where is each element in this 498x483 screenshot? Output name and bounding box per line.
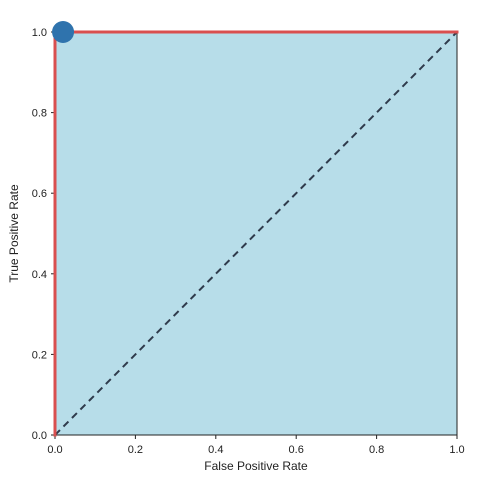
x-axis-label: False Positive Rate xyxy=(204,459,308,473)
y-tick-label: 0.2 xyxy=(32,349,47,361)
chance-diagonal-line xyxy=(54,31,458,436)
x-tick-label: 0.0 xyxy=(47,444,62,456)
threshold-marker xyxy=(52,21,75,43)
x-tick-group: 0.0 0.2 0.4 0.6 0.8 1.0 xyxy=(47,435,465,456)
x-tick-label: 0.4 xyxy=(208,444,223,456)
y-tick-label: 0.8 xyxy=(32,108,47,120)
y-tick-label: 0.4 xyxy=(32,269,47,281)
x-tick-label: 1.0 xyxy=(449,444,464,456)
x-tick-label: 0.6 xyxy=(289,444,304,456)
y-tick-group: 0.0 0.2 0.4 0.6 0.8 1.0 xyxy=(32,27,55,442)
x-tick-label: 0.2 xyxy=(128,444,143,456)
y-tick-label: 0.6 xyxy=(32,188,47,200)
y-axis-label: True Positive Rate xyxy=(7,184,21,283)
x-tick-label: 0.8 xyxy=(369,444,384,456)
y-tick-label: 1.0 xyxy=(32,27,47,39)
y-tick-label: 0.0 xyxy=(32,430,47,442)
